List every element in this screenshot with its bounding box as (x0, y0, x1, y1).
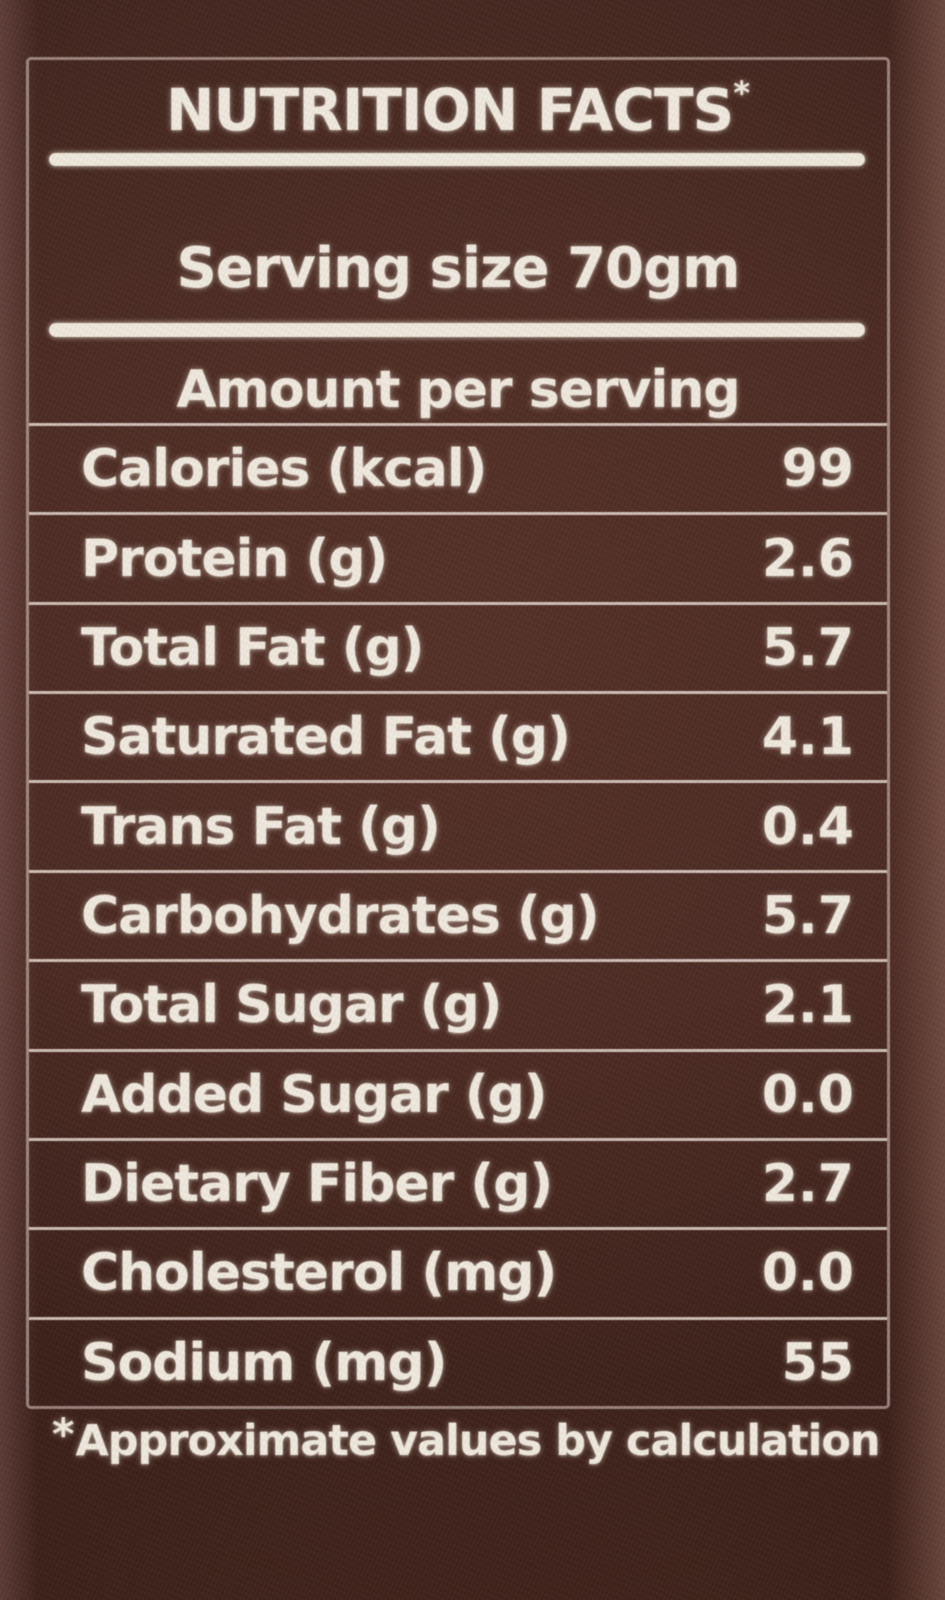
nutrient-value: 99 (781, 439, 854, 500)
nutrient-name: Protein (g) (81, 528, 388, 589)
nutrient-value: 0.0 (761, 1243, 854, 1304)
nutrient-name: Saturated Fat (g) (81, 707, 571, 768)
nutrient-value: 55 (781, 1332, 854, 1393)
panel-title: NUTRITION FACTS* (29, 74, 887, 144)
nutrient-name: Carbohydrates (g) (81, 885, 600, 946)
serving-size-text: Serving size 70gm (176, 236, 740, 301)
amount-per-serving-heading: Amount per serving (176, 360, 740, 420)
nutrient-value: 4.1 (761, 707, 854, 768)
nutrient-row: Sodium (mg) 55 (29, 1316, 887, 1406)
title-divider-rule (49, 153, 865, 166)
nutrient-name: Total Fat (g) (81, 617, 424, 678)
nutrient-row: Carbohydrates (g) 5.7 (29, 869, 887, 959)
nutrient-row: Saturated Fat (g) 4.1 (29, 691, 887, 780)
nutrient-row: Added Sugar (g) 0.0 (29, 1048, 887, 1138)
approximate-values-footnote: *Approximate values by calculation (52, 1410, 881, 1466)
nutrient-value: 5.7 (761, 617, 854, 678)
nutrient-row: Trans Fat (g) 0.4 (29, 780, 887, 869)
nutrient-row: Calories (kcal) 99 (29, 423, 887, 512)
nutrient-name: Cholesterol (mg) (81, 1243, 557, 1304)
nutrient-name: Trans Fat (g) (81, 796, 441, 857)
nutrient-value: 5.7 (761, 885, 854, 946)
panel-title-text: NUTRITION FACTS (165, 76, 734, 144)
footnote-text: Approximate values by calculation (75, 1416, 881, 1466)
nutrient-value: 0.4 (761, 796, 854, 857)
nutrient-value: 2.1 (761, 975, 854, 1036)
nutrient-value: 0.0 (761, 1064, 854, 1125)
footnote-asterisk-marker: * (52, 1410, 74, 1460)
nutrient-name: Total Sugar (g) (81, 975, 502, 1036)
nutrient-value: 2.6 (761, 528, 854, 589)
serving-divider-rule (49, 323, 865, 337)
nutrient-name: Dietary Fiber (g) (81, 1154, 553, 1215)
nutrient-row: Total Sugar (g) 2.1 (29, 959, 887, 1048)
title-asterisk-marker: * (733, 74, 751, 112)
nutrient-value: 2.7 (761, 1154, 854, 1215)
nutrient-row: Cholesterol (mg) 0.0 (29, 1227, 887, 1316)
nutrient-row: Total Fat (g) 5.7 (29, 601, 887, 691)
nutrient-name: Calories (kcal) (81, 439, 487, 500)
nutrient-name: Added Sugar (g) (81, 1064, 548, 1125)
nutrient-row: Dietary Fiber (g) 2.7 (29, 1137, 887, 1227)
nutrient-row: Protein (g) 2.6 (29, 512, 887, 601)
nutrition-facts-panel: NUTRITION FACTS* Serving size 70gm Amoun… (26, 57, 890, 1409)
nutrients-table: Calories (kcal) 99 Protein (g) 2.6 Total… (29, 423, 887, 1406)
nutrient-name: Sodium (mg) (81, 1332, 447, 1393)
